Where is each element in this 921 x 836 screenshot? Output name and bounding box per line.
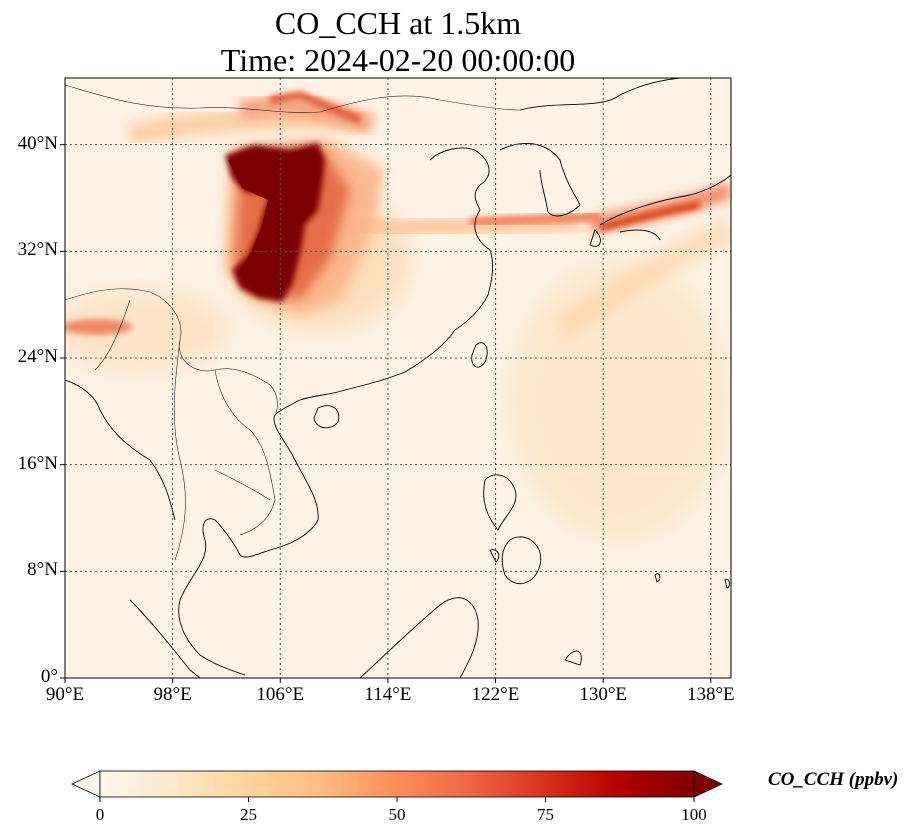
japan-kyushu — [589, 229, 601, 247]
india-diffuse-area — [65, 290, 230, 370]
marshall-fragment — [724, 578, 730, 589]
colorbar-tick-marks — [99, 797, 695, 802]
lat-tick-label: 16°N — [17, 452, 58, 474]
lat-tick-label: 32°N — [17, 239, 58, 261]
lon-tick-label: 122°E — [471, 684, 520, 705]
mindanao — [501, 536, 542, 585]
central-plume-core-solid — [228, 148, 318, 295]
sumatra — [129, 599, 201, 678]
japan-plume-core — [599, 201, 701, 232]
bohai-coastline — [429, 147, 490, 211]
lon-tick-label: 130°E — [579, 684, 628, 705]
indochina-coastline — [178, 414, 319, 676]
china-mongolia-border — [65, 84, 521, 113]
taiwan — [471, 342, 488, 368]
coastlines — [65, 78, 731, 678]
colorbar-tick-label: 75 — [537, 805, 554, 824]
japan-honshu — [599, 174, 731, 226]
hainan — [313, 405, 340, 429]
lat-tick-label: 8°N — [27, 559, 58, 581]
india-myanmar-border — [94, 299, 131, 371]
colorbar — [71, 770, 723, 802]
china-south-border — [65, 288, 278, 416]
concentration-field — [65, 90, 731, 540]
lat-tick-label: 24°N — [17, 346, 58, 367]
bay-of-bengal-coastline — [65, 379, 176, 521]
country-borders — [65, 84, 521, 561]
gridlines — [65, 78, 731, 678]
cambodia-border — [214, 469, 271, 501]
thailand-myanmar-border — [173, 339, 186, 561]
lat-tick-label: 40°N — [17, 132, 58, 154]
sulawesi-fragment — [564, 650, 582, 666]
colorbar-extend-min — [71, 770, 101, 798]
map-panel — [65, 78, 731, 678]
india-plume — [65, 319, 132, 335]
china-coastline — [274, 209, 494, 416]
map-frame — [64, 77, 732, 679]
pacific-streak — [552, 217, 731, 341]
manchuria-coastline — [519, 78, 681, 111]
lon-tick-label: 90°E — [45, 684, 85, 705]
lon-tick-label: 138°E — [686, 684, 735, 705]
lon-tick-label: 114°E — [364, 684, 412, 705]
visayas — [489, 549, 500, 563]
colorbar-tick-label: 100 — [681, 805, 707, 824]
axis-tick-marks — [60, 144, 712, 683]
lon-tick-label: 98°E — [153, 684, 192, 705]
luzon — [483, 474, 517, 531]
korea-coastline — [499, 143, 581, 217]
lon-tick-label: 106°E — [256, 684, 305, 705]
japan-shikoku — [619, 229, 661, 241]
laos-vietnam-border — [214, 369, 276, 536]
colorbar-gradient — [99, 770, 695, 798]
map-title: CO_CCH at 1.5km — [274, 5, 522, 41]
colorbar-extend-max — [693, 770, 723, 798]
colorbar-tick-label: 25 — [240, 805, 257, 824]
sea-band-inner — [469, 211, 601, 227]
colorbar-tick-label: 0 — [95, 805, 105, 824]
colorbar-tick-label: 50 — [388, 805, 406, 824]
lat-tick-label: 0° — [40, 666, 58, 687]
map-timestamp: Time: 2024-02-20 00:00:00 — [220, 42, 576, 78]
palau — [654, 573, 661, 583]
borneo — [359, 597, 479, 678]
colorbar-label: CO_CCH (ppbv) — [768, 769, 899, 790]
